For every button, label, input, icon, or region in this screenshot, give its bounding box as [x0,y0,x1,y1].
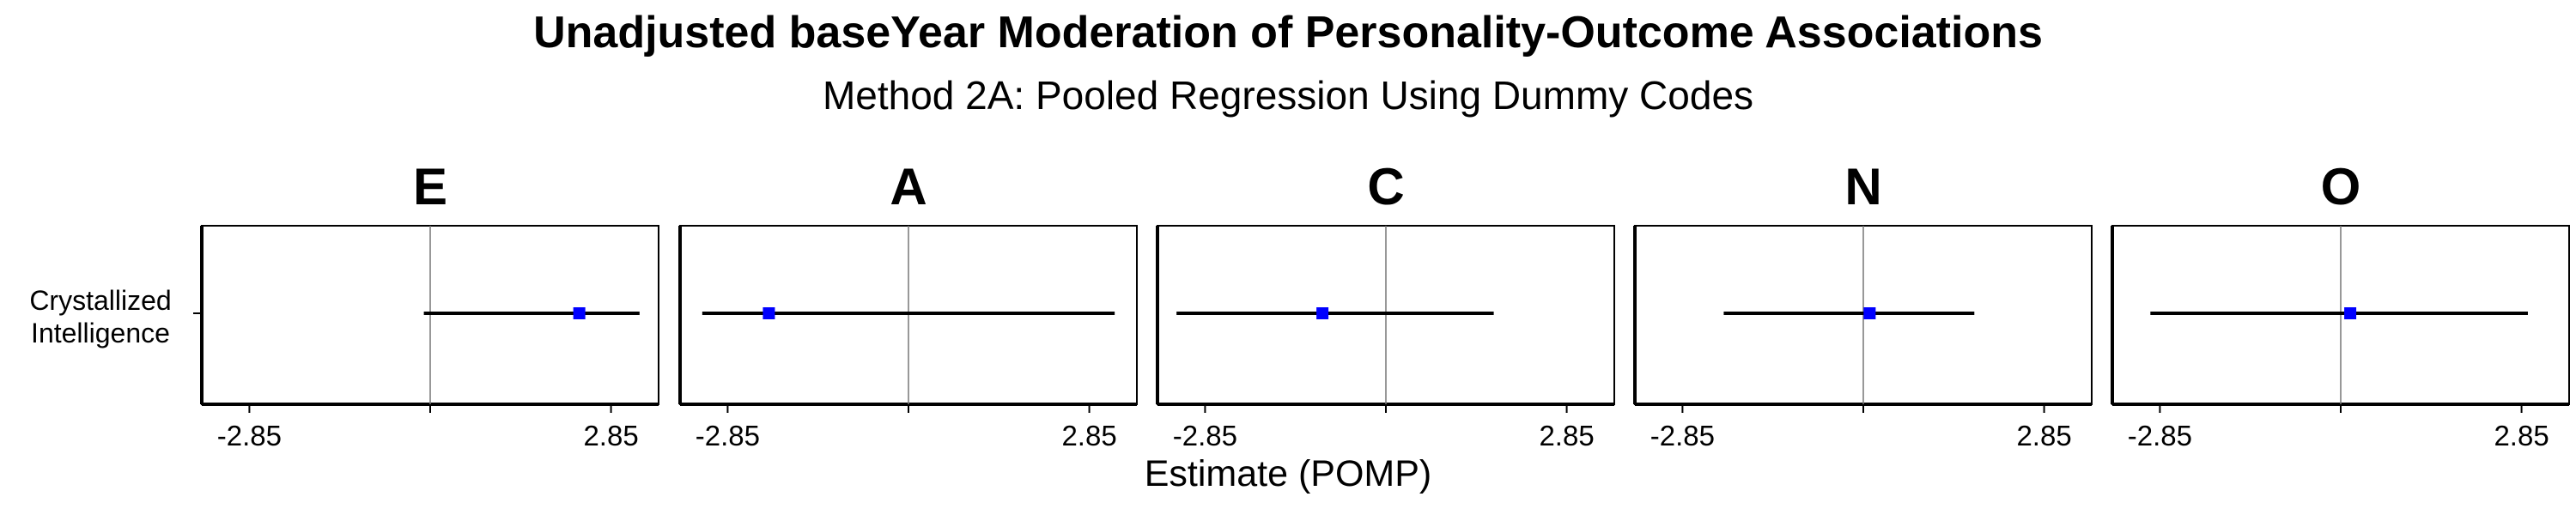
x-tick-label: -2.85 [1173,420,1237,451]
x-tick-label: 2.85 [1061,420,1116,451]
facet-title-C: C [1367,158,1404,215]
facet-title-A: A [890,158,927,215]
x-tick-label: 2.85 [2016,420,2071,451]
x-tick-label: 2.85 [2494,420,2549,451]
row-label: Crystallized Intelligence [29,285,171,348]
facet-title-O: O [2321,158,2361,215]
x-tick-label: -2.85 [1650,420,1715,451]
estimate-point-O [2344,307,2357,319]
facet-title-N: N [1844,158,1881,215]
x-tick-label: -2.85 [2128,420,2192,451]
estimate-point-C [1316,307,1329,319]
x-tick-label: 2.85 [583,420,638,451]
row-label-line: Intelligence [31,318,170,348]
estimate-point-E [573,307,586,319]
estimate-point-N [1863,307,1876,319]
chart-title: Unadjusted baseYear Moderation of Person… [533,8,2043,58]
x-tick-label: 2.85 [1539,420,1594,451]
chart-subtitle: Method 2A: Pooled Regression Using Dummy… [822,73,1754,118]
x-tick-label: -2.85 [696,420,760,451]
x-tick-label: -2.85 [217,420,282,451]
estimate-point-A [762,307,775,319]
row-label-line: Crystallized [29,285,171,316]
facet-title-E: E [413,158,447,215]
x-axis-label: Estimate (POMP) [1144,453,1432,494]
